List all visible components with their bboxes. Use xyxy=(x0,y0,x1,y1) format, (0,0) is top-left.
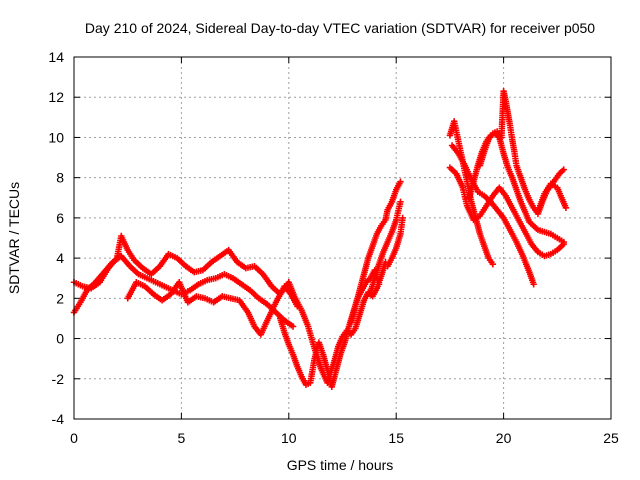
series xyxy=(70,232,301,308)
y-tick-label: 2 xyxy=(56,290,64,306)
data-point xyxy=(530,281,537,288)
y-tick-label: 4 xyxy=(56,250,64,266)
x-tick-label: 25 xyxy=(603,430,619,446)
data-point xyxy=(562,204,570,212)
data-point xyxy=(397,198,404,205)
data-point xyxy=(399,214,406,222)
x-tick-label: 10 xyxy=(281,430,297,446)
data-point xyxy=(560,166,567,173)
chart-title: Day 210 of 2024, Sidereal Day-to-day VTE… xyxy=(85,20,595,36)
series xyxy=(285,258,389,386)
y-tick-label: 10 xyxy=(48,129,64,145)
data-marks xyxy=(70,87,570,391)
series xyxy=(446,164,567,260)
y-tick-label: -2 xyxy=(52,371,65,387)
y-tick-label: 14 xyxy=(48,49,64,65)
y-axis-title: SDTVAR / TECUs xyxy=(6,182,22,294)
y-tick-labels: -4 -2 0 2 4 6 8 10 12 14 xyxy=(48,49,64,427)
series xyxy=(534,180,570,216)
series xyxy=(367,198,404,296)
y-tick-label: 0 xyxy=(56,331,64,347)
x-tick-label: 15 xyxy=(388,430,404,446)
data-point xyxy=(397,178,404,185)
series xyxy=(384,214,406,270)
x-tick-label: 0 xyxy=(70,430,78,446)
series xyxy=(70,252,297,330)
data-point xyxy=(489,260,497,268)
y-tick-label: 8 xyxy=(56,170,64,186)
data-point xyxy=(560,238,567,246)
x-tick-label: 20 xyxy=(496,430,512,446)
y-tick-label: 6 xyxy=(56,210,64,226)
series xyxy=(347,178,404,326)
series xyxy=(448,142,537,288)
x-tick-labels: 0 5 10 15 20 25 xyxy=(70,430,619,446)
x-tick-label: 5 xyxy=(178,430,186,446)
y-tick-label: 12 xyxy=(48,89,64,105)
data-point xyxy=(289,323,297,330)
plot-frame xyxy=(73,56,612,420)
series xyxy=(124,279,301,338)
y-tick-label: -4 xyxy=(52,411,65,427)
x-axis-title: GPS time / hours xyxy=(287,457,394,473)
